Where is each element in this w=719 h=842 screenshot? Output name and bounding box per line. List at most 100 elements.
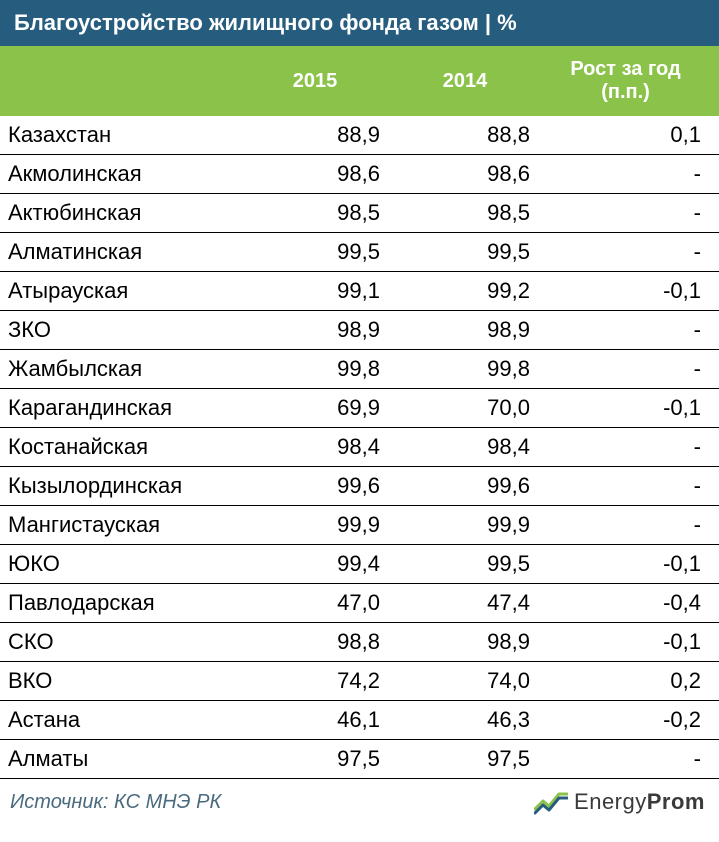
table-row: Павлодарская47,047,4-0,4 — [0, 584, 719, 623]
cell-growth: - — [540, 506, 719, 544]
header-growth-line2: (п.п.) — [550, 81, 701, 104]
cell-growth: -0,1 — [540, 389, 719, 427]
cell-region: Костанайская — [0, 428, 240, 466]
table-row: Мангистауская99,999,9- — [0, 506, 719, 545]
cell-2015: 99,8 — [240, 350, 390, 388]
cell-2014: 99,2 — [390, 272, 540, 310]
cell-2014: 99,6 — [390, 467, 540, 505]
cell-2015: 98,9 — [240, 311, 390, 349]
cell-2014: 70,0 — [390, 389, 540, 427]
table-footer: Источник: КС МНЭ РК EnergyProm — [0, 779, 719, 829]
cell-2014: 46,3 — [390, 701, 540, 739]
logo: EnergyProm — [534, 789, 705, 815]
cell-2015: 98,5 — [240, 194, 390, 232]
logo-text: EnergyProm — [574, 789, 705, 815]
cell-region: Казахстан — [0, 116, 240, 154]
cell-region: ЮКО — [0, 545, 240, 583]
cell-region: ЗКО — [0, 311, 240, 349]
cell-2015: 98,8 — [240, 623, 390, 661]
table-row: Алматинская99,599,5- — [0, 233, 719, 272]
cell-2015: 69,9 — [240, 389, 390, 427]
table-container: Благоустройство жилищного фонда газом | … — [0, 0, 719, 829]
cell-2015: 99,9 — [240, 506, 390, 544]
cell-region: Акмолинская — [0, 155, 240, 193]
cell-growth: 0,1 — [540, 116, 719, 154]
header-growth-line1: Рост за год — [550, 58, 701, 81]
header-2014: 2014 — [390, 64, 540, 99]
cell-region: Атырауская — [0, 272, 240, 310]
cell-growth: -0,1 — [540, 272, 719, 310]
table-header-row: 2015 2014 Рост за год (п.п.) — [0, 46, 719, 116]
cell-2015: 99,4 — [240, 545, 390, 583]
cell-region: Карагандинская — [0, 389, 240, 427]
cell-2015: 88,9 — [240, 116, 390, 154]
table-row: Астана46,146,3-0,2 — [0, 701, 719, 740]
source-label: Источник: КС МНЭ РК — [10, 791, 221, 814]
cell-2014: 74,0 — [390, 662, 540, 700]
logo-text-prefix: Energy — [574, 789, 647, 814]
cell-2015: 99,6 — [240, 467, 390, 505]
cell-2014: 99,8 — [390, 350, 540, 388]
cell-region: Кызылординская — [0, 467, 240, 505]
cell-region: Павлодарская — [0, 584, 240, 622]
logo-text-bold: Prom — [647, 789, 705, 814]
cell-region: Актюбинская — [0, 194, 240, 232]
cell-region: Жамбылская — [0, 350, 240, 388]
cell-region: Алматинская — [0, 233, 240, 271]
cell-growth: - — [540, 155, 719, 193]
table-row: Жамбылская99,899,8- — [0, 350, 719, 389]
cell-2014: 98,5 — [390, 194, 540, 232]
cell-2015: 99,1 — [240, 272, 390, 310]
table-row: Актюбинская98,598,5- — [0, 194, 719, 233]
cell-growth: -0,4 — [540, 584, 719, 622]
cell-growth: -0,1 — [540, 623, 719, 661]
cell-2014: 98,9 — [390, 623, 540, 661]
cell-2015: 98,6 — [240, 155, 390, 193]
cell-2015: 46,1 — [240, 701, 390, 739]
cell-2014: 98,6 — [390, 155, 540, 193]
cell-growth: -0,2 — [540, 701, 719, 739]
logo-icon — [534, 789, 568, 815]
table-row: ЗКО98,998,9- — [0, 311, 719, 350]
table-row: Казахстан88,988,80,1 — [0, 116, 719, 155]
cell-growth: - — [540, 740, 719, 778]
cell-2014: 99,5 — [390, 545, 540, 583]
table-row: Карагандинская69,970,0-0,1 — [0, 389, 719, 428]
table-row: ЮКО99,499,5-0,1 — [0, 545, 719, 584]
table-row: ВКО74,274,00,2 — [0, 662, 719, 701]
cell-region: Мангистауская — [0, 506, 240, 544]
cell-2014: 99,9 — [390, 506, 540, 544]
cell-growth: 0,2 — [540, 662, 719, 700]
cell-2015: 98,4 — [240, 428, 390, 466]
cell-growth: -0,1 — [540, 545, 719, 583]
cell-2014: 97,5 — [390, 740, 540, 778]
cell-region: Алматы — [0, 740, 240, 778]
cell-2014: 98,9 — [390, 311, 540, 349]
cell-region: ВКО — [0, 662, 240, 700]
header-region — [0, 75, 240, 87]
table-row: Алматы97,597,5- — [0, 740, 719, 779]
cell-growth: - — [540, 467, 719, 505]
cell-2014: 99,5 — [390, 233, 540, 271]
table-row: Костанайская98,498,4- — [0, 428, 719, 467]
cell-growth: - — [540, 311, 719, 349]
cell-2015: 97,5 — [240, 740, 390, 778]
table-title: Благоустройство жилищного фонда газом | … — [0, 0, 719, 46]
cell-growth: - — [540, 233, 719, 271]
cell-2014: 88,8 — [390, 116, 540, 154]
header-growth: Рост за год (п.п.) — [540, 52, 719, 110]
table-row: Кызылординская99,699,6- — [0, 467, 719, 506]
table-body: Казахстан88,988,80,1Акмолинская98,698,6-… — [0, 116, 719, 779]
cell-region: СКО — [0, 623, 240, 661]
cell-region: Астана — [0, 701, 240, 739]
table-row: Атырауская99,199,2-0,1 — [0, 272, 719, 311]
cell-growth: - — [540, 350, 719, 388]
cell-2014: 98,4 — [390, 428, 540, 466]
table-row: СКО98,898,9-0,1 — [0, 623, 719, 662]
cell-2015: 99,5 — [240, 233, 390, 271]
cell-growth: - — [540, 428, 719, 466]
cell-2015: 47,0 — [240, 584, 390, 622]
table-row: Акмолинская98,698,6- — [0, 155, 719, 194]
header-2015: 2015 — [240, 64, 390, 99]
cell-2015: 74,2 — [240, 662, 390, 700]
